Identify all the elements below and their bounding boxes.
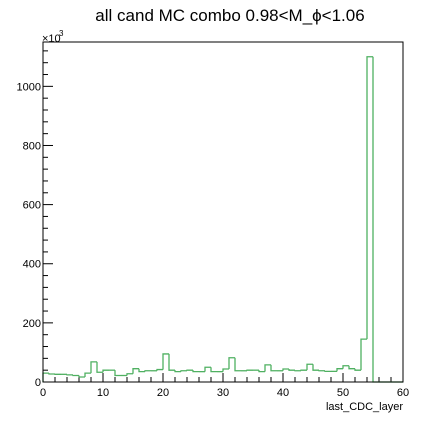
histogram-bin [282,368,289,371]
histogram-bin [342,365,349,369]
histogram-bin [324,370,331,373]
x-tick-label: 40 [277,387,289,399]
histogram-bin [294,370,301,372]
y-multiplier-exponent: 3 [59,29,64,38]
histogram-bin [210,367,217,373]
histogram-bin [270,364,277,372]
histogram-series [42,56,403,383]
histogram-bin [72,374,79,377]
histogram-bin [222,368,229,372]
histogram-bin [78,375,85,378]
histogram-bin [126,373,133,376]
y-tick-label: 0 [35,377,41,389]
histogram-bin [300,369,307,371]
histogram-bin [348,365,355,370]
x-tick-label: 20 [157,387,169,399]
y-tick-label: 400 [23,259,41,271]
histogram-bin [66,374,73,376]
histogram-bin [318,370,325,372]
histogram-bin [246,369,253,371]
histogram-bin [354,368,361,371]
histogram-bin [156,368,163,371]
histogram-bin [258,370,265,373]
y-tick-label: 1000 [17,81,41,93]
histogram-bin [168,353,175,371]
histogram-bin [312,364,319,371]
histogram-bin [264,364,271,372]
histogram-bin [162,353,169,370]
plot-frame [42,41,404,383]
histogram-bin [102,369,109,373]
histogram-bin [234,357,241,372]
x-tick-label: 30 [217,387,229,399]
chart-title: all cand MC combo 0.98<M_ϕ<1.06 [95,6,364,25]
histogram-bin [186,369,193,371]
histogram-bin [192,370,199,373]
x-tick-label: 0 [40,387,46,399]
histogram-bin [372,56,379,383]
x-tick-label: 60 [397,387,409,399]
histogram-bin [180,370,187,372]
histogram-bin [48,373,55,375]
histogram-bin [42,372,49,382]
y-tick-label: 800 [23,140,41,152]
x-tick-label: 50 [337,387,349,399]
histogram-bin [174,370,181,373]
histogram-bin [84,372,91,377]
histogram-bin [114,370,121,377]
histogram-bin [204,366,211,372]
histogram-bin [360,338,367,371]
x-tick-label: 10 [97,387,109,399]
histogram-bin [336,368,343,372]
y-multiplier-label: ×10 [42,33,61,45]
y-tick-label: 200 [23,318,41,330]
histogram-bin [96,361,103,373]
y-multiplier: ×10 3 [42,29,64,45]
histogram-bin [138,368,145,373]
histogram-bin [366,56,373,340]
histogram-bin [144,370,151,372]
histogram-bin [228,357,235,369]
histogram-bin [90,361,97,374]
histogram-bin [306,363,313,371]
histogram-bin [288,368,295,371]
x-axis-label: last_CDC_layer [326,401,403,413]
histogram-bin [132,368,139,374]
y-tick-label: 600 [23,200,41,212]
